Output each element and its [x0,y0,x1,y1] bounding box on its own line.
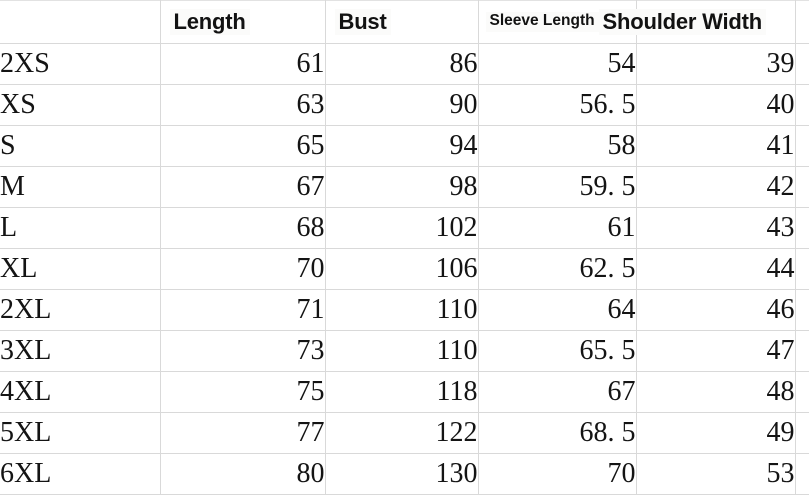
header-row: Length Bust Sleeve Length Shoulder Width [0,0,809,44]
table-row: L 68 102 61 43 [0,207,809,249]
cell-bust: 110 [325,330,479,372]
row-size-label: 3XL [0,330,161,372]
row-spacer-cell [795,43,809,85]
row-spacer-cell [795,412,809,454]
row-size-label: 2XL [0,289,161,331]
row-spacer-cell [795,289,809,331]
cell-sleeve: 54 [478,43,637,85]
column-header-bust-label: Bust [334,8,391,36]
row-spacer-cell [795,330,809,372]
table-row: 6XL 80 130 70 53 [0,453,809,495]
table-body: 2XS 61 86 54 39 XS 63 90 56. 5 40 S 65 94 58 41 M 67 98 59… [0,43,809,495]
table-row: 5XL 77 122 68. 5 49 [0,412,809,454]
row-size-label: 2XS [0,43,161,85]
cell-bust: 94 [325,125,479,167]
cell-bust: 118 [325,371,479,413]
column-header-size-label [0,23,8,26]
table-row: 4XL 75 118 67 48 [0,371,809,413]
cell-shoulder: 53 [636,453,796,495]
cell-shoulder: 48 [636,371,796,413]
cell-sleeve: 56. 5 [478,84,637,126]
row-spacer-cell [795,125,809,167]
cell-sleeve: 61 [478,207,637,249]
row-size-label: M [0,166,161,208]
cell-length: 80 [160,453,326,495]
row-size-label: XS [0,84,161,126]
table-row: 3XL 73 110 65. 5 47 [0,330,809,372]
cell-shoulder: 40 [636,84,796,126]
header-spacer-cell [795,0,809,44]
column-header-bust: Bust [325,0,479,44]
cell-shoulder: 46 [636,289,796,331]
cell-sleeve: 58 [478,125,637,167]
row-size-label: 4XL [0,371,161,413]
cell-shoulder: 42 [636,166,796,208]
cell-bust: 130 [325,453,479,495]
cell-shoulder: 39 [636,43,796,85]
cell-shoulder: 41 [636,125,796,167]
column-header-length-label: Length [169,8,250,36]
cell-bust: 102 [325,207,479,249]
table-header: Length Bust Sleeve Length Shoulder Width [0,0,809,44]
cell-length: 63 [160,84,326,126]
row-spacer-cell [795,248,809,290]
cell-shoulder: 43 [636,207,796,249]
row-size-label: 5XL [0,412,161,454]
cell-sleeve: 70 [478,453,637,495]
table-row: 2XL 71 110 64 46 [0,289,809,331]
cell-bust: 122 [325,412,479,454]
row-size-label: S [0,125,161,167]
cell-bust: 110 [325,289,479,331]
table-row: XS 63 90 56. 5 40 [0,84,809,126]
table-row: XL 70 106 62. 5 44 [0,248,809,290]
table-row: S 65 94 58 41 [0,125,809,167]
cell-length: 73 [160,330,326,372]
row-spacer-cell [795,166,809,208]
row-spacer-cell [795,371,809,413]
cell-length: 65 [160,125,326,167]
row-size-label: XL [0,248,161,290]
cell-sleeve: 67 [478,371,637,413]
column-header-shoulder-width: Shoulder Width [598,0,796,44]
cell-sleeve: 64 [478,289,637,331]
row-size-label: L [0,207,161,249]
cell-length: 75 [160,371,326,413]
column-header-sleeve-length-label: Sleeve Length [485,12,599,32]
row-size-label: 6XL [0,453,161,495]
cell-length: 61 [160,43,326,85]
cell-length: 67 [160,166,326,208]
table-row: 2XS 61 86 54 39 [0,43,809,85]
cell-sleeve: 62. 5 [478,248,637,290]
cell-bust: 106 [325,248,479,290]
cell-bust: 90 [325,84,479,126]
cell-length: 71 [160,289,326,331]
column-header-length: Length [160,0,326,44]
cell-sleeve: 59. 5 [478,166,637,208]
cell-sleeve: 65. 5 [478,330,637,372]
cell-shoulder: 49 [636,412,796,454]
column-header-shoulder-width-label: Shoulder Width [598,8,767,36]
table-row: M 67 98 59. 5 42 [0,166,809,208]
cell-length: 68 [160,207,326,249]
cell-sleeve: 68. 5 [478,412,637,454]
cell-shoulder: 47 [636,330,796,372]
cell-bust: 98 [325,166,479,208]
cell-length: 70 [160,248,326,290]
cell-shoulder: 44 [636,248,796,290]
column-header-size [0,0,161,44]
cell-bust: 86 [325,43,479,85]
row-spacer-cell [795,207,809,249]
row-spacer-cell [795,84,809,126]
row-spacer-cell [795,453,809,495]
cell-length: 77 [160,412,326,454]
